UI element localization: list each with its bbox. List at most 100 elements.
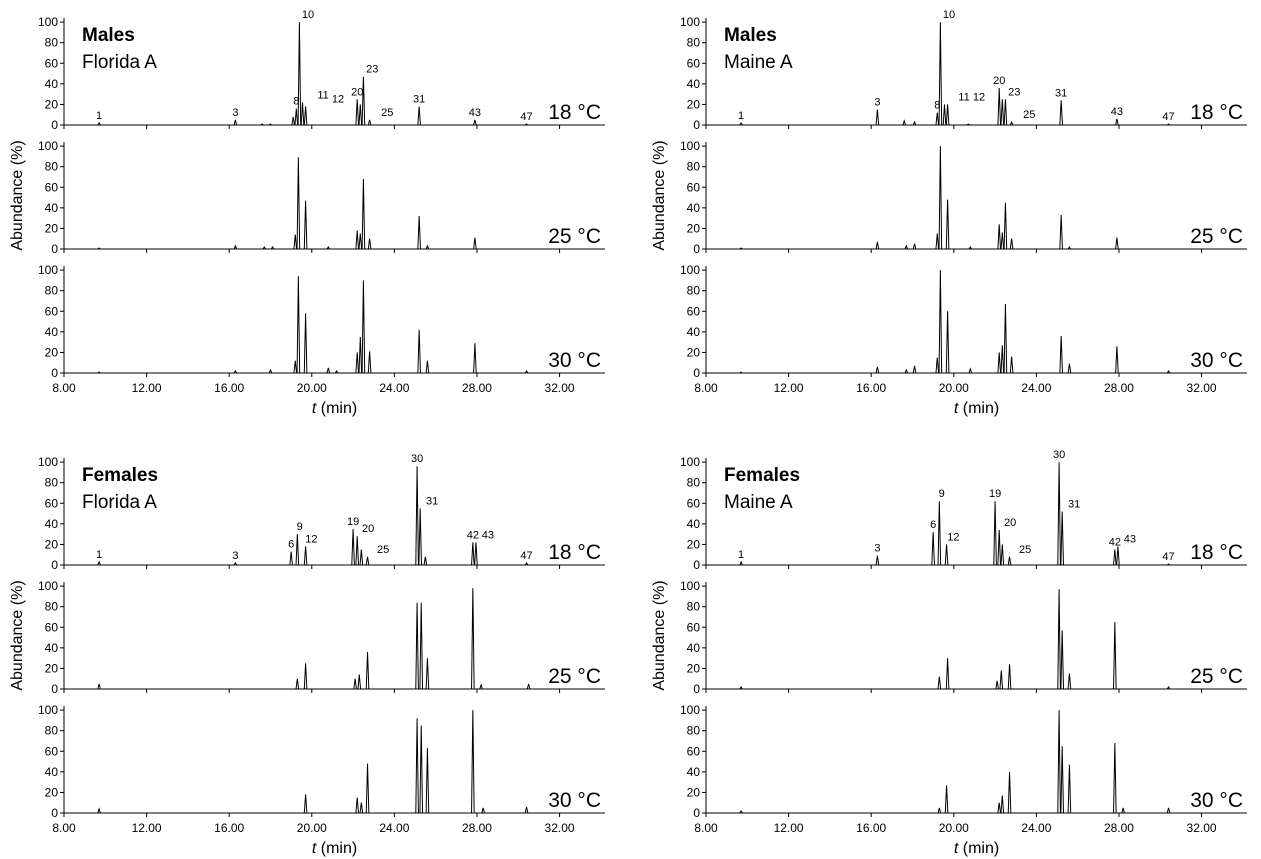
peak xyxy=(912,120,917,126)
peak xyxy=(355,352,360,374)
peak-label: 30 xyxy=(411,453,423,465)
series-label: 18 °C xyxy=(1190,101,1243,124)
y-tick-label: 20 xyxy=(45,785,59,799)
y-tick-label: 0 xyxy=(693,118,700,132)
peak xyxy=(945,104,950,126)
peak xyxy=(938,22,943,126)
peak xyxy=(739,371,743,374)
peak xyxy=(997,87,1002,126)
peak xyxy=(968,367,973,374)
peak-label: 47 xyxy=(1162,111,1174,123)
panel-title: Females xyxy=(724,465,800,486)
x-tick-label: 20.00 xyxy=(297,821,327,835)
y-tick-label: 40 xyxy=(45,517,59,531)
peak xyxy=(1000,345,1005,374)
peak xyxy=(875,241,880,250)
peak xyxy=(367,351,372,374)
peak-label: 6 xyxy=(930,519,936,531)
peak xyxy=(268,368,273,374)
peak xyxy=(1059,100,1063,126)
peak xyxy=(425,360,430,374)
peak-label: 47 xyxy=(520,550,532,562)
y-tick-label: 60 xyxy=(687,180,701,194)
peak xyxy=(1121,807,1125,814)
peak xyxy=(415,602,419,690)
x-tick-label: 12.00 xyxy=(132,821,162,835)
peak-label: 43 xyxy=(469,107,481,119)
peak xyxy=(999,670,1004,690)
peak-label: 31 xyxy=(426,495,438,507)
peak-label: 9 xyxy=(297,521,303,533)
peak xyxy=(270,246,275,250)
peak xyxy=(474,542,478,566)
y-tick-label: 60 xyxy=(687,56,701,70)
peak xyxy=(1057,710,1061,814)
peak xyxy=(912,243,917,250)
peak-label: 10 xyxy=(302,9,314,21)
peak xyxy=(938,270,943,374)
peak-label: 25 xyxy=(1023,109,1035,121)
y-tick-label: 40 xyxy=(45,325,59,339)
peak-label: 43 xyxy=(1124,533,1136,545)
peak xyxy=(1009,120,1014,126)
peak xyxy=(425,748,430,814)
series-label: 18 °C xyxy=(548,101,601,124)
peak xyxy=(1000,99,1005,126)
peak xyxy=(233,562,238,566)
series-label: 18 °C xyxy=(548,541,601,564)
y-tick-label: 100 xyxy=(680,579,700,593)
peak xyxy=(1007,556,1012,566)
y-tick-label: 100 xyxy=(38,455,58,469)
y-tick-label: 20 xyxy=(687,785,701,799)
y-tick-label: 100 xyxy=(680,263,700,277)
peak xyxy=(1115,237,1119,250)
peak-label: 3 xyxy=(874,97,880,109)
y-tick-label: 60 xyxy=(45,304,59,318)
peak xyxy=(1000,795,1005,814)
peak xyxy=(935,233,940,250)
panel-subtitle: Maine A xyxy=(724,52,793,73)
peak xyxy=(1057,462,1061,566)
y-tick-label: 80 xyxy=(45,36,59,50)
peak xyxy=(739,247,743,250)
peak xyxy=(358,336,363,374)
peak xyxy=(294,108,299,126)
peak-label: 3 xyxy=(232,107,238,119)
y-tick-label: 0 xyxy=(693,242,700,256)
y-tick-label: 100 xyxy=(38,139,58,153)
peak xyxy=(291,116,295,126)
peak xyxy=(359,549,364,566)
x-tick-label: 8.00 xyxy=(694,381,718,395)
y-tick-label: 0 xyxy=(51,682,58,696)
peak xyxy=(1059,335,1063,374)
y-tick-label: 40 xyxy=(687,517,701,531)
peak xyxy=(233,244,238,250)
peak xyxy=(968,246,973,250)
peak xyxy=(425,244,430,250)
y-tick-label: 40 xyxy=(687,325,701,339)
y-tick-label: 0 xyxy=(51,118,58,132)
peak-label: 1 xyxy=(96,110,102,122)
peak xyxy=(904,368,909,374)
peak xyxy=(1000,232,1005,250)
y-tick-label: 0 xyxy=(51,366,58,380)
peak xyxy=(935,357,940,374)
peak xyxy=(1166,807,1171,814)
peak xyxy=(365,651,370,690)
peak xyxy=(1009,238,1014,250)
series-label: 30 °C xyxy=(1190,789,1243,812)
x-axis-label: t (min) xyxy=(954,400,999,417)
y-tick-label: 0 xyxy=(693,682,700,696)
peak-label: 12 xyxy=(947,531,959,543)
peak xyxy=(355,99,360,126)
y-tick-label: 80 xyxy=(687,600,701,614)
peak xyxy=(425,658,430,690)
y-tick-label: 60 xyxy=(687,744,701,758)
y-tick-label: 20 xyxy=(687,661,701,675)
x-tick-label: 16.00 xyxy=(214,381,244,395)
x-tick-label: 8.00 xyxy=(52,381,76,395)
peak xyxy=(1009,356,1014,374)
x-tick-label: 16.00 xyxy=(856,821,886,835)
peak-label: 25 xyxy=(377,544,389,556)
peak xyxy=(1060,511,1064,566)
